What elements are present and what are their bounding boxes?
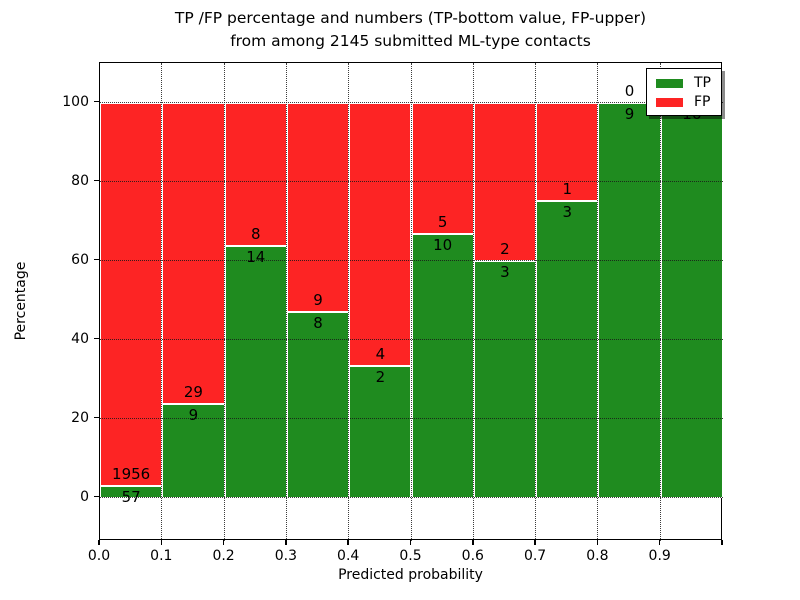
tp-legend-swatch-icon bbox=[656, 79, 683, 88]
legend: TP FP bbox=[646, 68, 722, 116]
bar-segment-fp bbox=[473, 102, 537, 261]
y-tick bbox=[94, 258, 99, 261]
gridline-vertical bbox=[597, 63, 599, 541]
bar-segment-fp bbox=[536, 102, 599, 202]
gridline-horizontal bbox=[100, 101, 723, 103]
bar-segment-fp bbox=[411, 102, 474, 235]
bar-segment-tp bbox=[349, 365, 412, 498]
x-tick bbox=[222, 540, 225, 545]
legend-item: FP bbox=[656, 93, 711, 112]
bar-label-fp: 9 bbox=[313, 290, 323, 309]
gridline-horizontal bbox=[100, 259, 723, 261]
y-tick bbox=[94, 495, 99, 498]
x-tick-label: 0.6 bbox=[461, 548, 484, 564]
bar-segment-fp bbox=[100, 102, 163, 487]
gridline-vertical bbox=[161, 63, 163, 541]
y-tick-label: 0 bbox=[80, 488, 89, 505]
x-tick-label: 0.8 bbox=[586, 548, 609, 564]
bar-segment-tp bbox=[224, 246, 287, 498]
bar-label-fp: 8 bbox=[250, 225, 261, 244]
bar-label-fp: 5 bbox=[437, 213, 448, 232]
x-tick-label: 0.1 bbox=[150, 548, 173, 564]
y-tick bbox=[94, 337, 99, 340]
x-tick-label: 0.2 bbox=[212, 548, 235, 564]
bar-segment-fp bbox=[162, 102, 225, 404]
gridline-vertical bbox=[285, 63, 287, 541]
fp-legend-swatch-icon bbox=[656, 98, 683, 107]
x-tick bbox=[347, 540, 349, 545]
gridline-horizontal bbox=[100, 180, 723, 182]
x-tick bbox=[472, 540, 474, 545]
bar-segment-fp bbox=[224, 102, 287, 247]
legend-item: TP bbox=[656, 74, 711, 93]
bar-label-tp: 3 bbox=[500, 262, 510, 281]
y-tick bbox=[94, 179, 99, 182]
x-axis-label: Predicted probability bbox=[338, 567, 483, 583]
y-tick-label: 80 bbox=[71, 172, 89, 189]
bar-label-tp: 3 bbox=[562, 203, 573, 222]
bar-label-tp: 8 bbox=[313, 313, 323, 332]
gridline-vertical bbox=[659, 63, 661, 541]
x-tick bbox=[285, 540, 287, 545]
y-tick-label: 20 bbox=[71, 409, 89, 426]
chart-title-line2: from among 2145 submitted ML-type contac… bbox=[230, 32, 591, 50]
x-tick bbox=[98, 540, 100, 545]
bar-label-tp: 9 bbox=[188, 405, 199, 424]
bar-label-fp: 4 bbox=[375, 344, 386, 363]
bar-label-fp: 29 bbox=[183, 382, 203, 401]
bar-label-fp: 2 bbox=[500, 239, 510, 258]
legend-item-label: FP bbox=[694, 94, 711, 110]
gridline-vertical bbox=[223, 63, 225, 541]
bar-label-fp: 0 bbox=[624, 81, 635, 100]
y-tick bbox=[94, 416, 99, 419]
bar-label-tp: 57 bbox=[121, 488, 141, 507]
gridline-horizontal bbox=[100, 338, 723, 340]
gridline-vertical bbox=[348, 63, 350, 541]
y-tick-label: 100 bbox=[62, 93, 89, 110]
x-tick-label: 0.5 bbox=[399, 548, 422, 564]
bar-segment-tp bbox=[598, 102, 661, 498]
bar-segment-fp bbox=[286, 102, 350, 312]
bar-label-tp: 10 bbox=[433, 236, 453, 255]
x-tick-label: 0.9 bbox=[648, 548, 671, 564]
gridline-horizontal bbox=[100, 417, 723, 419]
x-tick bbox=[658, 540, 661, 545]
x-tick-label: 0.3 bbox=[274, 548, 298, 564]
x-tick bbox=[596, 540, 599, 545]
bar-segment-tp bbox=[286, 311, 350, 498]
gridline-vertical bbox=[472, 63, 474, 541]
y-axis-label: Percentage bbox=[13, 261, 29, 341]
bar-label-fp: 1 bbox=[562, 180, 573, 199]
bar-label-tp: 2 bbox=[375, 367, 386, 386]
bar-segment-tp bbox=[473, 260, 537, 498]
gridline-vertical bbox=[535, 63, 537, 541]
bar-label-tp: 14 bbox=[246, 248, 266, 267]
bar-label-tp: 9 bbox=[624, 104, 635, 123]
gridline-horizontal bbox=[100, 496, 723, 498]
bar-label-fp: 1956 bbox=[112, 465, 151, 484]
chart-title-line1: TP /FP percentage and numbers (TP-bottom… bbox=[174, 9, 647, 27]
chart-title: TP /FP percentage and numbers (TP-bottom… bbox=[99, 7, 722, 53]
x-tick-label: 0.7 bbox=[523, 548, 547, 564]
x-tick-label: 0.0 bbox=[87, 548, 111, 564]
x-tick bbox=[160, 540, 163, 545]
bar-segment-fp bbox=[349, 102, 412, 366]
y-tick-label: 60 bbox=[71, 251, 89, 268]
bar-segment-tp bbox=[411, 234, 474, 498]
legend-item-label: TP bbox=[694, 75, 711, 91]
gridline-vertical bbox=[410, 63, 412, 541]
y-tick-label: 40 bbox=[71, 330, 89, 347]
bar-segment-tp bbox=[660, 102, 723, 498]
x-tick-label: 0.4 bbox=[337, 548, 360, 564]
bar-segment-tp bbox=[536, 201, 599, 498]
y-tick bbox=[94, 100, 99, 103]
x-tick bbox=[409, 540, 412, 545]
bar-segment-tp bbox=[162, 403, 225, 498]
x-tick bbox=[721, 540, 723, 545]
x-tick bbox=[534, 540, 536, 545]
